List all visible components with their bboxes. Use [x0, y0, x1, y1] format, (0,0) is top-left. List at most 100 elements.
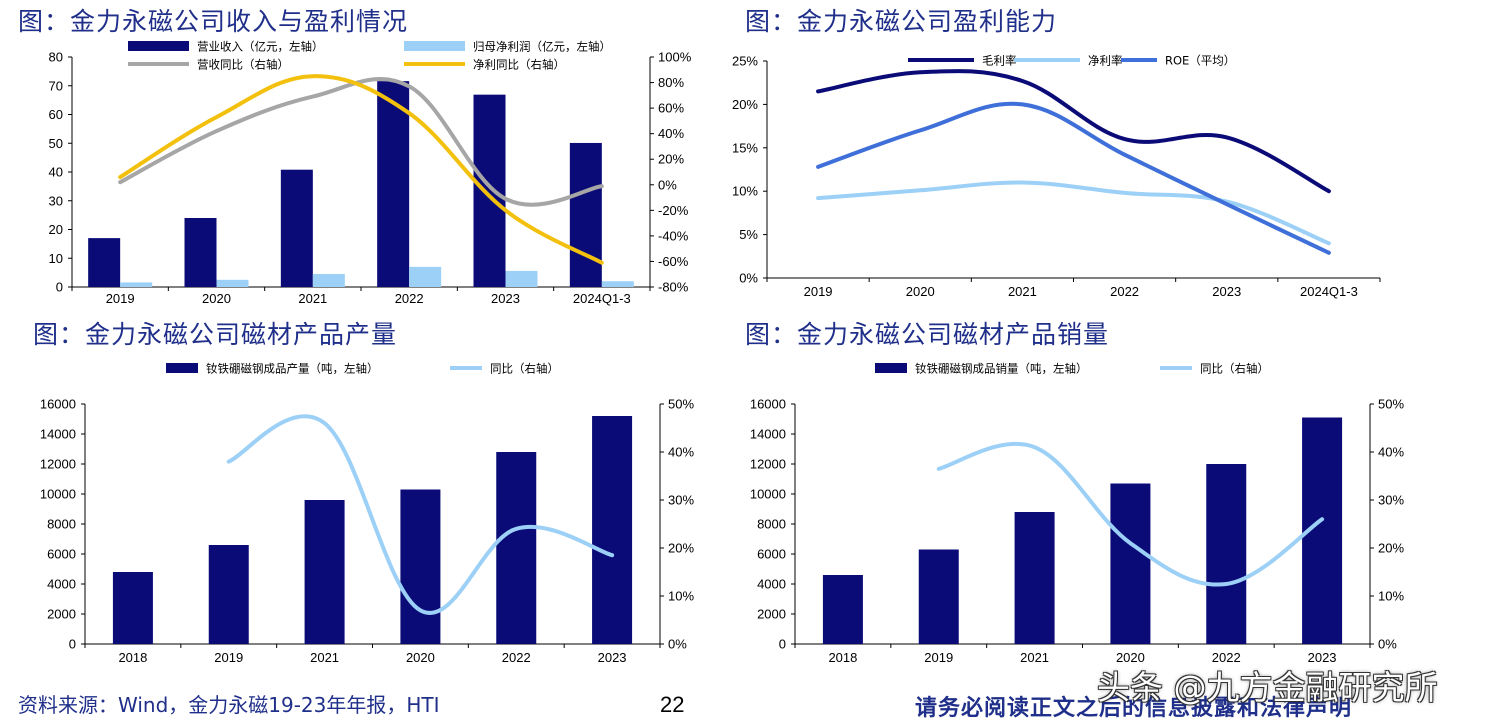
y-tick-label: 25% — [732, 54, 758, 69]
bar-revenue-profit-0-3 — [377, 81, 410, 288]
x-tick-label: 2024Q1-3 — [573, 291, 631, 306]
y2-tick-label: -60% — [658, 254, 689, 269]
legend-label: 同比（右轴） — [1200, 362, 1269, 376]
y-tick-label: 40 — [49, 165, 63, 180]
watermark: 头条 @九方金融研究所 — [1097, 668, 1438, 707]
y-tick-label: 0 — [69, 637, 76, 652]
y2-tick-label: 50% — [668, 397, 694, 412]
y-tick-label: 80 — [49, 50, 63, 65]
chart-title-revenue-profit: 图：金力永磁公司收入与盈利情况 — [18, 7, 409, 36]
legend-swatch — [128, 41, 189, 51]
legend-label: 净利同比（右轴） — [473, 58, 565, 72]
x-tick-label: 2019 — [924, 650, 953, 665]
y-tick-label: 60 — [49, 107, 63, 122]
x-tick-label: 2022 — [502, 650, 531, 665]
disclaimer-link[interactable]: 请务必阅读正文之后的信息披露和法律声明 — [915, 695, 1353, 721]
y-tick-label: 4000 — [47, 577, 76, 592]
page-number: 22 — [660, 692, 685, 717]
y2-tick-label: 40% — [668, 445, 694, 460]
legend-label: 净利率 — [1088, 54, 1123, 68]
y-tick-label: 12000 — [40, 457, 76, 472]
series-line-revenue-profit-3 — [118, 74, 604, 265]
bar-sales-0-4 — [1206, 464, 1247, 644]
bar-revenue-profit-1-4 — [505, 270, 538, 287]
y-tick-label: 0 — [56, 280, 63, 295]
y2-tick-label: 20% — [668, 541, 694, 556]
chart-title-sales: 图：金力永磁公司磁材产品销量 — [745, 320, 1110, 349]
bar-revenue-profit-0-5 — [569, 142, 602, 287]
y2-tick-label: 30% — [1378, 493, 1404, 508]
x-tick-label: 2021 — [298, 291, 327, 306]
y2-tick-label: 30% — [668, 493, 694, 508]
y-tick-label: 10000 — [750, 487, 786, 502]
bar-revenue-profit-1-1 — [216, 279, 249, 287]
legend-swatch — [166, 363, 198, 373]
x-tick-label: 2024Q1-3 — [1300, 284, 1358, 299]
y2-tick-label: 10% — [1378, 589, 1404, 604]
x-tick-label: 2023 — [1212, 284, 1241, 299]
series-line-profitability-2 — [816, 101, 1331, 255]
series-line-profitability-0 — [816, 69, 1331, 194]
bar-revenue-profit-1-0 — [120, 282, 153, 287]
y2-tick-label: -20% — [658, 203, 689, 218]
chart-title-profitability: 图：金力永磁公司盈利能力 — [745, 7, 1058, 36]
series-line-profitability-1 — [816, 180, 1331, 246]
chart-production: 0 2000 4000 6000 8000 10000 12000 14000 16000 0% 1… — [40, 362, 695, 666]
bar-sales-0-3 — [1110, 483, 1151, 644]
x-tick-label: 2022 — [1110, 284, 1139, 299]
y2-tick-label: 80% — [658, 75, 684, 90]
y-tick-label: 14000 — [750, 427, 786, 442]
legend-label: ROE（平均） — [1165, 54, 1235, 68]
bar-production-0-5 — [592, 416, 633, 644]
y-tick-label: 8000 — [47, 517, 76, 532]
series-line-production-1 — [226, 414, 615, 615]
x-tick-label: 2020 — [906, 284, 935, 299]
y-tick-label: 10000 — [40, 487, 76, 502]
y2-tick-label: 50% — [1378, 397, 1404, 412]
y-tick-label: 6000 — [757, 547, 786, 562]
x-tick-label: 2022 — [395, 291, 424, 306]
y2-tick-label: 20% — [658, 152, 684, 167]
x-tick-label: 2018 — [828, 650, 857, 665]
y-tick-label: 4000 — [757, 577, 786, 592]
bar-revenue-profit-1-5 — [601, 281, 634, 287]
source-note: 资料来源：Wind，金力永磁19-23年年报，HTI — [18, 693, 440, 717]
x-tick-label: 2023 — [491, 291, 520, 306]
y2-tick-label: 0% — [668, 637, 687, 652]
chart-revenue-profit: 0 10 20 30 40 50 60 70 80 -80% -60% -40% -20% 0% 20% 40… — [49, 40, 692, 307]
legend-label: 钕铁硼磁钢成品产量（吨，左轴） — [206, 362, 379, 376]
chart-profitability: 0% 5% 10% 15% 20% 25% 2019 2020 2021 2022 2023 2024… — [732, 54, 1381, 299]
series-line-revenue-profit-2 — [118, 77, 604, 207]
x-tick-label: 2020 — [202, 291, 231, 306]
bar-revenue-profit-0-2 — [280, 169, 313, 287]
bar-production-0-4 — [496, 452, 537, 644]
bar-production-0-1 — [208, 545, 249, 644]
y-tick-label: 30 — [49, 193, 63, 208]
bar-production-0-0 — [112, 572, 153, 644]
series-line-sales-1 — [936, 441, 1325, 587]
y2-tick-label: 100% — [658, 50, 692, 65]
y-tick-label: 6000 — [47, 547, 76, 562]
x-tick-label: 2021 — [1008, 284, 1037, 299]
bar-production-0-2 — [304, 500, 345, 644]
y-tick-label: 12000 — [750, 457, 786, 472]
bar-revenue-profit-0-4 — [473, 94, 506, 287]
x-tick-label: 2022 — [1212, 650, 1241, 665]
legend-label: 营业收入（亿元，左轴） — [197, 40, 324, 54]
y-tick-label: 20 — [49, 222, 63, 237]
y2-tick-label: 20% — [1378, 541, 1404, 556]
y-tick-label: 16000 — [40, 397, 76, 412]
y-tick-label: 10% — [732, 184, 758, 199]
y2-tick-label: 60% — [658, 101, 684, 116]
y2-tick-label: -80% — [658, 280, 689, 295]
y-tick-label: 50 — [49, 136, 63, 151]
legend-label: 毛利率 — [982, 54, 1017, 68]
y-tick-label: 14000 — [40, 427, 76, 442]
x-tick-label: 2019 — [106, 291, 135, 306]
x-tick-label: 2021 — [1020, 650, 1049, 665]
y2-tick-label: 0% — [1378, 637, 1397, 652]
y2-tick-label: 40% — [658, 126, 684, 141]
y-tick-label: 2000 — [757, 607, 786, 622]
y-tick-label: 0% — [739, 271, 758, 286]
